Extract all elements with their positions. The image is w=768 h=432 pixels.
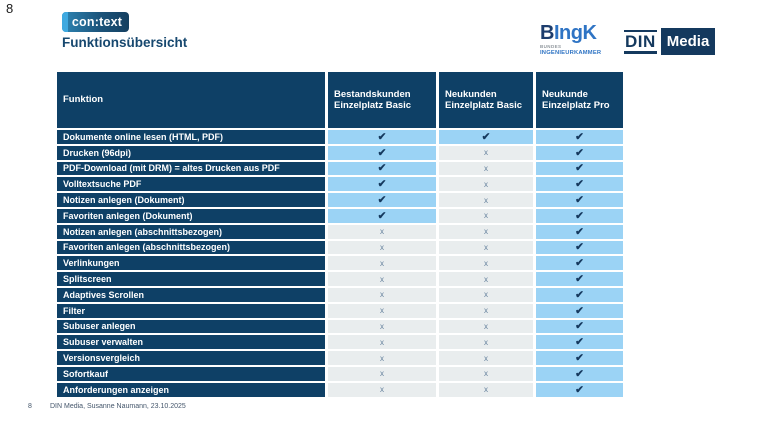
check-mark-cell: ✔ xyxy=(536,256,623,271)
x-mark-cell: x xyxy=(439,272,533,286)
check-mark-cell: ✔ xyxy=(328,208,436,223)
feature-label: Notizen anlegen (Dokument) xyxy=(57,193,325,207)
din-mark: DIN xyxy=(624,29,657,54)
x-mark-cell: x xyxy=(439,145,533,160)
check-mark-cell: ✔ xyxy=(536,208,623,223)
check-mark-cell: ✔ xyxy=(328,161,436,176)
column-header-neukunde-pro: Neukunde Einzelplatz Pro xyxy=(536,72,623,128)
x-mark-cell: x xyxy=(328,256,436,271)
x-mark-cell: x xyxy=(439,208,533,223)
x-mark-cell: x xyxy=(439,287,533,302)
corner-page-number: 8 xyxy=(6,1,14,16)
feature-label: Adaptives Scrollen xyxy=(57,287,325,302)
bingk-subline-ingenieurkammer: INGENIEURKAMMER xyxy=(540,50,602,56)
feature-label: Favoriten anlegen (abschnittsbezogen) xyxy=(57,240,325,255)
din-media-logo: DIN Media xyxy=(624,28,716,55)
check-mark-cell: ✔ xyxy=(536,177,623,192)
feature-label: Sofortkauf xyxy=(57,366,325,381)
footer-page-number: 8 xyxy=(28,403,32,410)
column-header-funktion: Funktion xyxy=(57,72,325,128)
check-mark-cell: ✔ xyxy=(328,177,436,192)
column-header-neukunden-basic: Neukunden Einzelplatz Basic xyxy=(439,72,533,128)
feature-label: Notizen anlegen (abschnittsbezogen) xyxy=(57,224,325,239)
x-mark-cell: x xyxy=(328,382,436,397)
x-mark-cell: x xyxy=(328,335,436,350)
x-mark-cell: x xyxy=(439,335,533,350)
x-mark-cell: x xyxy=(328,272,436,286)
x-mark-cell: x xyxy=(439,240,533,255)
x-mark-cell: x xyxy=(439,351,533,365)
check-mark-cell: ✔ xyxy=(536,366,623,381)
media-box: Media xyxy=(660,28,716,55)
context-logo: con:text xyxy=(62,12,129,32)
din-bottom-bar xyxy=(624,51,657,54)
check-mark-cell: ✔ xyxy=(328,193,436,207)
x-mark-cell: x xyxy=(328,351,436,365)
check-mark-cell: ✔ xyxy=(536,240,623,255)
check-mark-cell: ✔ xyxy=(536,303,623,318)
feature-label: Filter xyxy=(57,303,325,318)
context-logo-accent-bar xyxy=(62,12,68,32)
din-text: DIN xyxy=(625,32,656,51)
feature-label: Versionsvergleich xyxy=(57,351,325,365)
bingk-logo: BIngK BUNDES INGENIEURKAMMER xyxy=(540,23,620,56)
context-logo-text: con:text xyxy=(71,15,123,29)
x-mark-cell: x xyxy=(328,224,436,239)
x-mark-cell: x xyxy=(328,240,436,255)
x-mark-cell: x xyxy=(439,256,533,271)
check-mark-cell: ✔ xyxy=(439,130,533,144)
x-mark-cell: x xyxy=(439,366,533,381)
bingk-letters-ingk: IngK xyxy=(553,22,597,44)
check-mark-cell: ✔ xyxy=(536,382,623,397)
x-mark-cell: x xyxy=(328,319,436,334)
x-mark-cell: x xyxy=(328,303,436,318)
bingk-subline-bundes: BUNDES xyxy=(540,44,562,49)
feature-label: PDF-Download (mit DRM) = altes Drucken a… xyxy=(57,161,325,176)
check-mark-cell: ✔ xyxy=(536,287,623,302)
page-title: Funktionsübersicht xyxy=(62,35,188,50)
column-header-bestandskunden-basic: Bestandskunden Einzelplatz Basic xyxy=(328,72,436,128)
feature-label: Subuser anlegen xyxy=(57,319,325,334)
feature-label: Anforderungen anzeigen xyxy=(57,382,325,397)
x-mark-cell: x xyxy=(439,177,533,192)
check-mark-cell: ✔ xyxy=(536,351,623,365)
x-mark-cell: x xyxy=(328,366,436,381)
check-mark-cell: ✔ xyxy=(536,130,623,144)
feature-label: Volltextsuche PDF xyxy=(57,177,325,192)
footer-text: DIN Media, Susanne Naumann, 23.10.2025 xyxy=(50,403,186,410)
x-mark-cell: x xyxy=(439,319,533,334)
bingk-wordmark: BIngK xyxy=(540,23,620,43)
x-mark-cell: x xyxy=(328,287,436,302)
feature-label: Dokumente online lesen (HTML, PDF) xyxy=(57,130,325,144)
feature-label: Favoriten anlegen (Dokument) xyxy=(57,208,325,223)
x-mark-cell: x xyxy=(439,193,533,207)
feature-table: Funktion Bestandskunden Einzelplatz Basi… xyxy=(57,72,623,397)
x-mark-cell: x xyxy=(439,224,533,239)
check-mark-cell: ✔ xyxy=(328,130,436,144)
feature-label: Drucken (96dpi) xyxy=(57,145,325,160)
check-mark-cell: ✔ xyxy=(536,193,623,207)
check-mark-cell: ✔ xyxy=(328,145,436,160)
check-mark-cell: ✔ xyxy=(536,272,623,286)
feature-label: Subuser verwalten xyxy=(57,335,325,350)
x-mark-cell: x xyxy=(439,161,533,176)
din-top-bar xyxy=(624,29,657,32)
x-mark-cell: x xyxy=(439,303,533,318)
feature-label: Verlinkungen xyxy=(57,256,325,271)
check-mark-cell: ✔ xyxy=(536,224,623,239)
bingk-letter-b: B xyxy=(540,22,554,44)
check-mark-cell: ✔ xyxy=(536,161,623,176)
check-mark-cell: ✔ xyxy=(536,319,623,334)
x-mark-cell: x xyxy=(439,382,533,397)
check-mark-cell: ✔ xyxy=(536,335,623,350)
check-mark-cell: ✔ xyxy=(536,145,623,160)
feature-label: Splitscreen xyxy=(57,272,325,286)
